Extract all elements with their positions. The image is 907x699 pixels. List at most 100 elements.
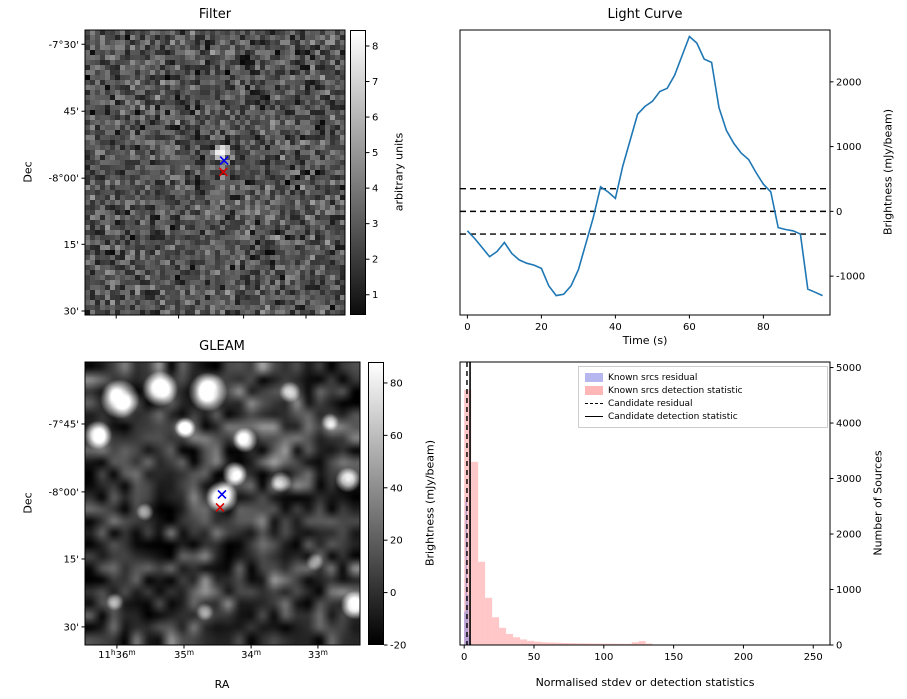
legend-item-known-detection: Known srcs detection statistic: [585, 384, 821, 397]
lightcurve-yticks: -1000 0 1000 2000: [830, 77, 865, 283]
hist-bar: [513, 637, 521, 645]
hist-bar: [645, 643, 653, 645]
hist-bar: [492, 617, 500, 645]
filter-yticks: -7°30' 45' -8°00' 15' 30': [49, 40, 85, 318]
svg-text:60: 60: [683, 322, 696, 333]
hist-bar: [589, 643, 597, 645]
hist-bar: [610, 643, 618, 645]
svg-text:-1000: -1000: [836, 272, 865, 283]
svg-text:40: 40: [609, 322, 622, 333]
lightcurve-ylabel: Brightness (mJy/beam): [881, 108, 895, 236]
gleam-ylabel: Dec: [21, 492, 35, 514]
svg-text:100: 100: [594, 652, 613, 663]
svg-text:4: 4: [372, 184, 378, 195]
svg-text:-7°45': -7°45': [49, 419, 79, 430]
hist-bar: [485, 597, 493, 645]
svg-text:7: 7: [372, 77, 378, 88]
svg-text:5: 5: [372, 148, 378, 159]
hist-bar: [540, 642, 548, 645]
histogram-ylabel: Number of Sources: [871, 450, 885, 556]
gleam-xtick-label: 33m: [307, 648, 328, 661]
gleam-xtick-label: 34m: [241, 648, 262, 661]
hist-bar: [499, 627, 507, 645]
svg-text:1000: 1000: [836, 585, 861, 596]
filter-colorbar: [350, 30, 366, 315]
svg-text:3: 3: [372, 219, 378, 230]
legend-label: Candidate detection statistic: [608, 411, 738, 422]
legend-label: Candidate residual: [608, 398, 693, 409]
svg-text:2000: 2000: [836, 77, 861, 88]
hist-bar: [466, 595, 469, 645]
svg-text:5000: 5000: [836, 363, 861, 374]
lightcurve-axes: [459, 29, 831, 316]
hist-bar: [568, 643, 576, 645]
legend-swatch-candidate-residual: [585, 403, 603, 404]
legend-label: Known srcs detection statistic: [608, 385, 743, 396]
hist-bar: [534, 641, 541, 645]
gleam-colorbar: [368, 362, 384, 645]
svg-text:2: 2: [372, 255, 378, 266]
svg-text:8: 8: [372, 41, 378, 52]
svg-text:80: 80: [757, 322, 770, 333]
svg-text:0: 0: [836, 207, 842, 218]
filter-colorbar-ticks: 1 2 3 4 5 6 7 8: [366, 41, 378, 301]
candidate-lines: [466, 362, 471, 645]
gleam-colorbar-label: Brightness (mJy/beam): [423, 439, 437, 567]
lightcurve-series: [466, 35, 823, 297]
histogram-legend: Known srcs residual Known srcs detection…: [578, 366, 828, 428]
hist-bar: [506, 633, 514, 645]
svg-text:3000: 3000: [836, 474, 861, 485]
hist-bar: [465, 500, 467, 645]
svg-text:0: 0: [461, 652, 467, 663]
svg-text:45': 45': [64, 107, 79, 118]
svg-text:2000: 2000: [836, 530, 861, 541]
histogram-xticks: 0 50 100 150 200 250: [461, 645, 823, 663]
svg-text:40: 40: [390, 483, 403, 494]
legend-item-candidate-detection: Candidate detection statistic: [585, 410, 821, 423]
hist-bar: [520, 639, 528, 645]
filter-colorbar-label: arbitrary units: [392, 132, 406, 212]
filter-ylabel: Dec: [21, 161, 35, 183]
svg-text:-20: -20: [390, 641, 406, 652]
lightcurve-xticks: 0 20 40 60 80: [464, 315, 770, 333]
filter-xticks: [115, 315, 307, 319]
legend-swatch-candidate-detection: [585, 416, 603, 417]
svg-text:80: 80: [390, 378, 403, 389]
svg-text:150: 150: [664, 652, 683, 663]
svg-text:1000: 1000: [836, 142, 861, 153]
histogram-bars: [464, 389, 653, 645]
hist-bar: [471, 461, 479, 645]
hist-bar: [547, 642, 555, 645]
hist-bar: [468, 635, 470, 645]
svg-text:15': 15': [64, 240, 79, 251]
svg-text:60: 60: [390, 431, 403, 442]
svg-text:0: 0: [836, 641, 842, 652]
hist-bar: [464, 389, 472, 645]
hist-bar: [631, 642, 639, 645]
hist-bar: [464, 611, 466, 645]
hist-bar: [554, 642, 562, 645]
lightcurve-threshold-lines: [460, 187, 830, 235]
svg-text:250: 250: [804, 652, 823, 663]
legend-swatch-known-residual: [585, 373, 603, 382]
filter-noise-image: [85, 30, 345, 315]
legend-swatch-known-detection: [585, 386, 603, 395]
lightcurve-xlabel: Time (s): [622, 334, 668, 347]
legend-item-candidate-residual: Candidate residual: [585, 397, 821, 410]
gleam-xlabel: RA: [214, 678, 230, 691]
svg-text:-7°30': -7°30': [49, 40, 79, 51]
hist-bar: [638, 641, 646, 645]
hist-bar: [603, 643, 611, 645]
gleam-yticks: -7°45' -8°00' 15' 30': [49, 419, 85, 633]
svg-text:30': 30': [64, 622, 79, 633]
hist-bar: [478, 561, 486, 645]
svg-text:0: 0: [390, 588, 396, 599]
hist-bar: [582, 643, 590, 645]
filter-title: Filter: [198, 7, 232, 22]
svg-text:20: 20: [390, 536, 403, 547]
hist-bar: [617, 643, 625, 645]
svg-text:4000: 4000: [836, 419, 861, 430]
svg-text:1: 1: [372, 290, 378, 301]
hist-bar: [527, 640, 534, 645]
